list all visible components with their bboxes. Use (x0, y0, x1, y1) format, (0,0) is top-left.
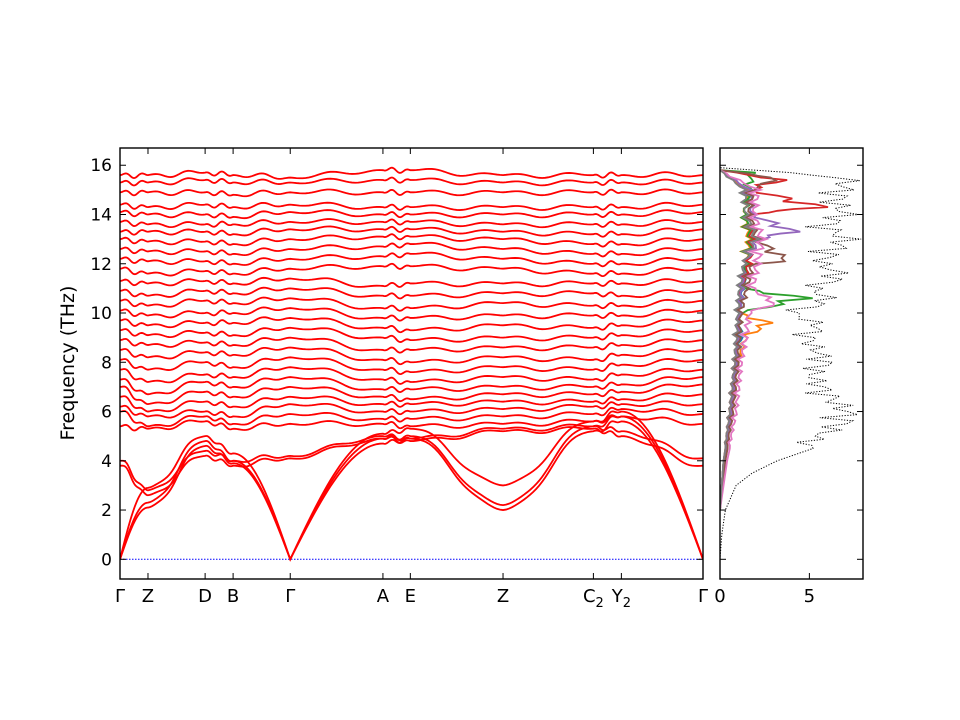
projected-dos-line-3 (720, 169, 813, 511)
optical-branch-13 (120, 326, 703, 343)
optical-branch-1 (120, 426, 703, 497)
optical-branch-15 (120, 306, 703, 322)
projected-dos-line-6 (720, 169, 787, 511)
y-tick-label: 14 (90, 205, 112, 225)
optical-branch-2 (120, 423, 703, 492)
optical-branch-29 (120, 166, 703, 180)
band-plot-frame (119, 147, 704, 580)
optical-branch-6 (120, 392, 703, 413)
dos-lines (720, 167, 862, 560)
x-tick-label: Y2 (611, 586, 631, 611)
optical-branch-26 (120, 201, 703, 211)
total-dos-line (720, 167, 862, 560)
projected-dos-line-5 (720, 169, 801, 511)
optical-branch-28 (120, 176, 703, 187)
optical-branch-27 (120, 188, 703, 198)
projected-dos-line-8 (720, 169, 762, 511)
optical-branch-23 (120, 225, 703, 238)
y-tick-label: 16 (90, 156, 112, 176)
optical-branch-10 (120, 356, 703, 376)
y-tick-label: 2 (101, 501, 112, 521)
x-tick-label: Γ (115, 586, 125, 607)
optical-branch-21 (120, 241, 703, 258)
x-tick-label: Γ (698, 586, 708, 607)
y-axis-label: Frequency (THz) (57, 286, 79, 441)
x-tick-label: D (198, 586, 212, 607)
x-tick-label: C2 (583, 586, 604, 611)
y-tick-label: 6 (101, 403, 112, 423)
optical-branch-20 (120, 251, 703, 268)
x-tick-label: B (227, 586, 239, 607)
optical-branch-11 (120, 346, 703, 366)
optical-branch-9 (120, 366, 703, 385)
x-tick-label: A (377, 586, 390, 607)
dos-x-tick-label: 0 (714, 586, 725, 607)
y-tick-label: 0 (101, 550, 112, 570)
optical-branch-14 (120, 316, 703, 334)
x-tick-label: E (405, 586, 416, 607)
acoustic-branch-3 (120, 410, 703, 562)
x-tick-label: Γ (285, 586, 295, 607)
dos-plot-frame (719, 147, 864, 580)
optical-branch-12 (120, 336, 703, 354)
optical-branch-17 (120, 286, 703, 300)
y-tick-label: 12 (90, 255, 112, 275)
optical-branch-4 (120, 406, 703, 428)
optical-branch-3 (120, 414, 703, 432)
optical-branch-25 (120, 209, 703, 220)
optical-branch-8 (120, 376, 703, 396)
dos-x-tick-label: 5 (804, 586, 815, 607)
optical-branch-24 (120, 218, 703, 229)
optical-branch-7 (120, 383, 703, 406)
optical-branch-16 (120, 296, 703, 312)
optical-branch-22 (120, 233, 703, 248)
projected-dos-line-7 (720, 169, 775, 511)
x-tick-label: Z (497, 586, 509, 607)
band-lines (120, 166, 703, 562)
y-tick-label: 10 (90, 304, 112, 324)
y-tick-label: 8 (101, 353, 112, 373)
optical-branch-5 (120, 400, 703, 419)
optical-branch-18 (120, 276, 703, 288)
optical-branch-19 (120, 262, 703, 278)
y-tick-label: 4 (101, 452, 112, 472)
x-tick-label: Z (142, 586, 154, 607)
